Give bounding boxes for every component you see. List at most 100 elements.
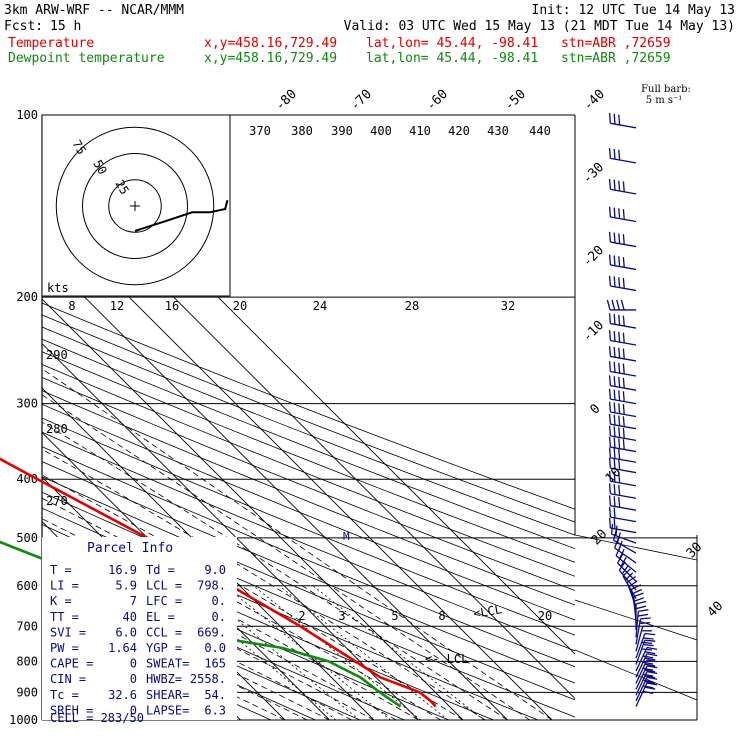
isotherm-top-label: -70 — [348, 87, 375, 114]
isotherm-top-label: -80 — [273, 87, 300, 114]
wind-barb — [635, 659, 658, 684]
dewpoint-legend: Dewpoint temperature — [8, 51, 165, 66]
isotherm-top-label: -40 — [581, 87, 608, 114]
init-time: Init: 12 UTC Tue 14 May 13 — [532, 3, 736, 18]
parcel-field-label: PW = — [50, 641, 79, 655]
wind-barb — [635, 639, 656, 665]
lcl-label-upper: <LCL — [472, 602, 503, 621]
theta-side-label: 290 — [46, 348, 68, 362]
wind-barb — [606, 299, 636, 311]
parcel-field-value: 669. — [197, 625, 226, 639]
isotherm-line — [0, 115, 18, 720]
wind-barbs — [606, 112, 658, 707]
theta-label: 380 — [291, 124, 313, 138]
dewpoint-curve — [0, 540, 402, 708]
isotherm-extension — [574, 534, 698, 561]
parcel-field-label: HWBZ= — [146, 672, 182, 686]
parcel-field-label: Td = — [146, 563, 175, 577]
temperature-latlon: lat,lon= 45.44, -98.41 — [366, 36, 538, 51]
forecast-value: 15 h — [50, 19, 81, 34]
isotherm-right-label: 0 — [587, 401, 603, 417]
parcel-field-value: 5.9 — [115, 579, 137, 593]
wind-barb — [608, 447, 637, 463]
mixing-ratio-lower-label: 3 — [338, 609, 345, 623]
theta-label: 440 — [529, 124, 551, 138]
wind-barb — [608, 483, 637, 499]
wind-barb — [635, 682, 658, 707]
hodograph-ring — [108, 179, 162, 233]
wind-barb — [635, 646, 658, 672]
hodograph-trace — [134, 199, 229, 232]
isotherm-top-label: -60 — [424, 87, 451, 114]
full-barb-label: Full barb: — [641, 84, 691, 95]
pressure-tick-label: 100 — [16, 108, 38, 122]
parcel-field-value: 40 — [123, 610, 137, 624]
el-marker: M — [343, 530, 350, 543]
moist-adiabat-line — [42, 518, 419, 720]
pressure-tick-label: 300 — [16, 397, 38, 411]
parcel-field-label: K = — [50, 594, 72, 608]
parcel-field-label: SHEAR= — [146, 688, 189, 702]
isotherm-top-label: -50 — [502, 87, 529, 114]
parcel-field-value: 6.3 — [204, 703, 226, 717]
parcel-field-label: TT = — [50, 610, 79, 624]
parcel-field-value: 0. — [212, 594, 226, 608]
parcel-field-value: 165 — [204, 657, 226, 671]
valid-time: Valid: 03 UTC Wed 15 May 13 (21 MDT Tue … — [344, 19, 735, 34]
parcel-field-value: 16.9 — [108, 563, 137, 577]
moist-adiabat-line — [42, 552, 375, 720]
forecast-label: Fcst: — [4, 19, 43, 34]
parcel-field-label: CAPE = — [50, 657, 93, 671]
wind-barb — [608, 148, 637, 164]
sounding-curves — [0, 457, 437, 708]
parcel-field-label: Tc = — [50, 688, 79, 702]
temperature-station: stn=ABR ,72659 — [561, 36, 671, 51]
dry-adiabat-line — [42, 314, 575, 523]
wind-barb — [635, 625, 654, 652]
wind-barb — [608, 313, 637, 329]
mixing-ratio-top-label: 12 — [110, 299, 124, 313]
dry-adiabat-line — [42, 377, 575, 591]
hodograph-ring-label: 75 — [69, 138, 88, 158]
mixing-ratio-top-label: 24 — [313, 299, 327, 313]
wind-barb — [608, 231, 637, 248]
dewpoint-latlon: lat,lon= 45.44, -98.41 — [366, 51, 538, 66]
wind-barb — [608, 495, 637, 511]
wind-barb — [608, 457, 637, 474]
dry-adiabat-line — [42, 446, 575, 668]
wind-barb — [635, 609, 649, 638]
parcel-field-value: 0 — [130, 657, 137, 671]
temperature-xy: x,y=458.16,729.49 — [204, 36, 337, 51]
mixing-ratio-line — [253, 585, 422, 720]
dry-adiabat-line — [42, 575, 361, 720]
mixing-ratio-lower-label: 20 — [538, 609, 552, 623]
mixing-ratio-lower-label: 8 — [438, 609, 445, 623]
parcel-field-label: SVI = — [50, 625, 86, 639]
dewpoint-xy: x,y=458.16,729.49 — [204, 51, 337, 66]
isotherm-line — [42, 387, 375, 720]
dry-adiabat-line — [42, 326, 575, 536]
hodograph-ring-label: 50 — [90, 158, 109, 178]
parcel-field-value: 2558. — [190, 672, 226, 686]
parcel-field-label: CIN = — [50, 672, 86, 686]
parcel-field-value: 0 — [130, 703, 137, 717]
wind-barb — [608, 254, 637, 271]
parcel-field-label: SREH = — [50, 703, 93, 717]
model-title: 3km ARW-WRF -- NCAR/MMM — [4, 3, 184, 18]
full-barb-units: 5 m s⁻¹ — [646, 95, 683, 106]
wind-barb — [608, 413, 637, 430]
isotherm-extension — [574, 649, 698, 701]
moist-adiabat-line — [42, 579, 330, 720]
isotherm-line — [42, 253, 508, 720]
wind-barb — [608, 275, 637, 292]
wind-barb — [608, 506, 637, 523]
pressure-tick-label: 500 — [16, 531, 38, 545]
wind-barb — [618, 561, 637, 591]
theta-label: 400 — [370, 124, 392, 138]
dry-adiabat-line — [42, 461, 575, 684]
mixing-ratio-line — [278, 585, 449, 720]
dry-adiabat-line — [42, 403, 575, 621]
mixing-ratio-top-label: 32 — [501, 299, 515, 313]
parcel-field-label: YGP = — [146, 641, 182, 655]
